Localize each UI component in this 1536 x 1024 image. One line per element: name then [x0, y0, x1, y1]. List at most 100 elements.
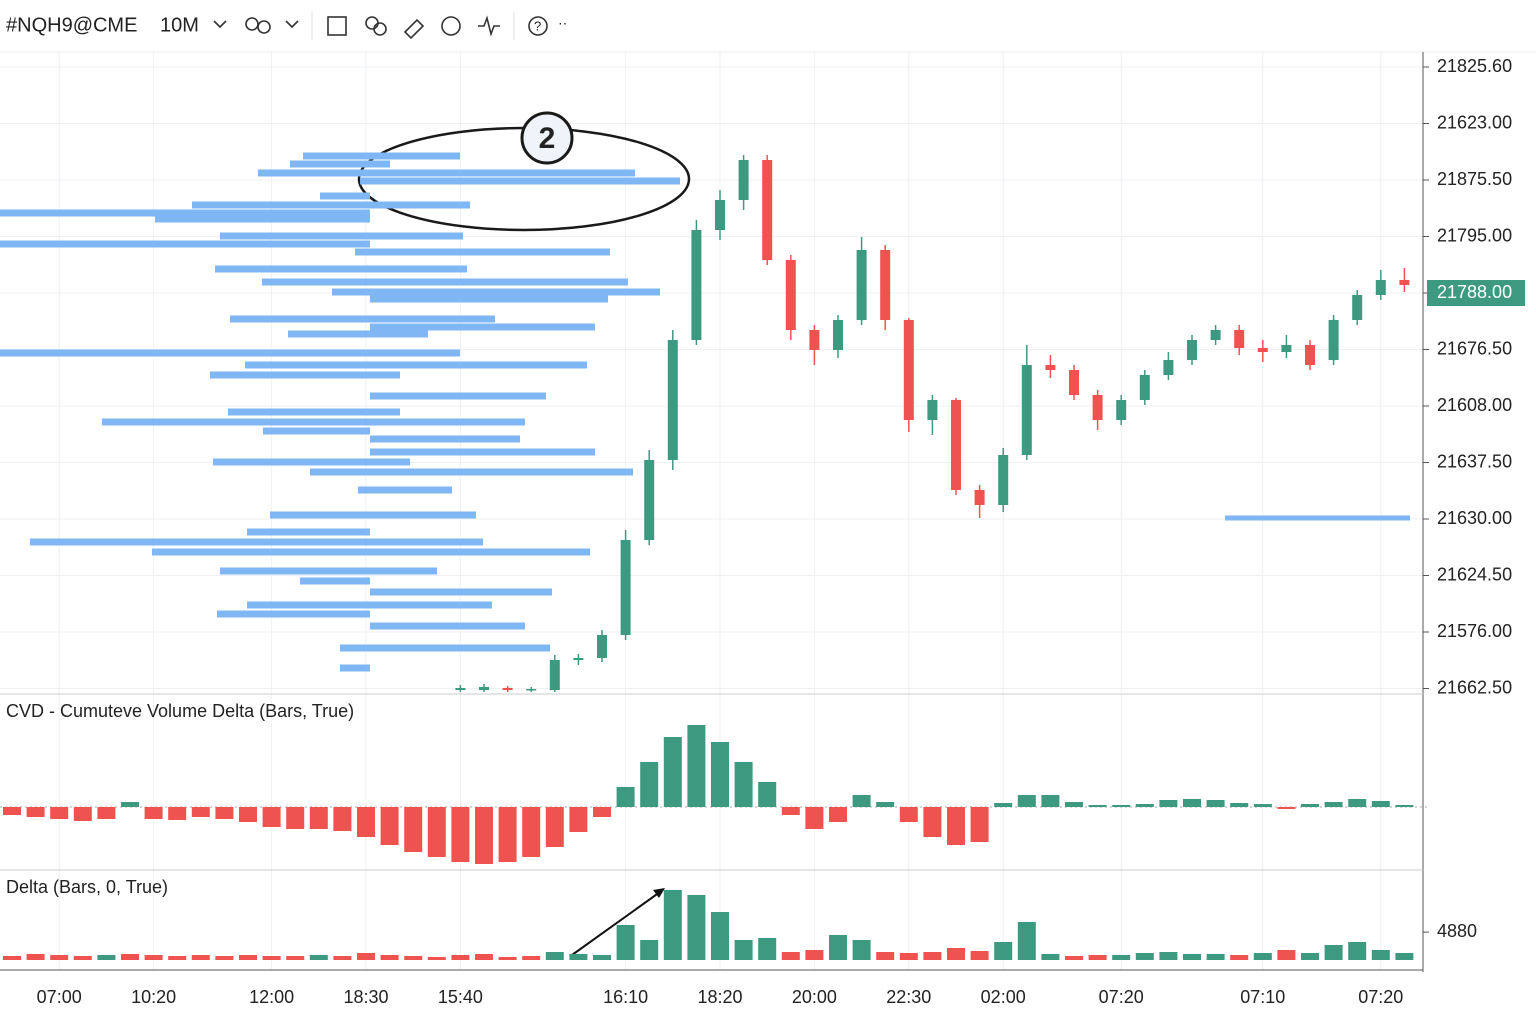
profile-buy	[370, 418, 525, 426]
profile-sell	[258, 169, 370, 177]
interval-dropdown[interactable]	[213, 20, 227, 29]
bar	[144, 955, 163, 960]
bar	[475, 807, 493, 864]
profile-sell	[247, 528, 370, 536]
candle-body	[1305, 345, 1315, 365]
candle-body	[1375, 280, 1386, 295]
profile-buy	[370, 278, 628, 286]
bar	[3, 807, 21, 815]
bar	[451, 955, 470, 960]
bar	[781, 807, 800, 815]
x-tick-label: 18:20	[697, 987, 742, 1007]
bar	[239, 807, 257, 822]
draw-icon[interactable]	[403, 18, 425, 40]
replay-icon[interactable]	[478, 15, 500, 37]
candle-body	[762, 160, 773, 260]
x-tick-label: 02:00	[981, 987, 1026, 1007]
price-label: 21662.50	[1437, 677, 1512, 697]
candle-body	[785, 260, 796, 330]
bar	[545, 807, 564, 847]
bar	[805, 950, 824, 960]
profile-sell	[262, 278, 370, 286]
candle-body	[549, 660, 560, 690]
profile-sell	[215, 265, 370, 273]
candle-body	[856, 250, 867, 320]
price-label: 21608.00	[1437, 395, 1512, 415]
indicators-icon[interactable]	[245, 17, 271, 34]
profile-sell	[340, 664, 370, 672]
compare-icon[interactable]	[365, 16, 387, 36]
candle-body	[667, 340, 678, 460]
candle-body	[1163, 360, 1174, 375]
bar	[876, 952, 895, 960]
candle-body	[573, 658, 584, 660]
bar	[663, 890, 682, 960]
bar	[215, 956, 234, 960]
layout-icon[interactable]	[327, 16, 347, 36]
profile-sell	[332, 288, 370, 296]
bar	[191, 807, 210, 817]
bar	[569, 807, 588, 832]
bar	[1230, 955, 1249, 960]
price-label: 21637.50	[1437, 451, 1512, 471]
symbol[interactable]: #NQH9@CME	[6, 14, 137, 36]
bar	[663, 737, 682, 807]
profile-buy	[370, 486, 452, 494]
profile-buy	[370, 323, 595, 331]
profile-buy	[370, 448, 595, 456]
bar	[1017, 922, 1036, 960]
bar	[215, 807, 234, 819]
candle-body	[1092, 395, 1103, 420]
candle-body	[1281, 345, 1292, 352]
bar	[734, 940, 753, 960]
candle-body	[691, 230, 702, 340]
interval[interactable]: 10M	[160, 14, 199, 36]
price-label: 21825.60	[1437, 56, 1512, 76]
candle-body	[1116, 400, 1127, 420]
bar	[191, 955, 210, 960]
bar	[50, 807, 69, 819]
profile-sell	[355, 248, 370, 256]
candle-body	[927, 400, 938, 420]
bar	[522, 956, 541, 960]
bar	[1183, 954, 1201, 960]
profile-sell	[152, 548, 370, 556]
bar	[1135, 804, 1154, 807]
bar	[1206, 954, 1225, 960]
bar	[947, 948, 965, 960]
candle-body	[1045, 365, 1056, 370]
more[interactable]: ··	[558, 15, 567, 31]
bar	[144, 807, 163, 819]
bar	[1230, 803, 1249, 807]
bar	[97, 955, 116, 960]
profile-sell	[290, 160, 370, 168]
profile-buy	[370, 588, 552, 596]
bar	[1065, 956, 1083, 960]
bar	[1183, 799, 1201, 807]
bar	[404, 956, 423, 960]
profile-buy	[370, 408, 400, 416]
indicators-dropdown[interactable]	[285, 20, 299, 29]
bar	[121, 802, 139, 807]
bar	[1253, 804, 1272, 807]
profile-buy	[370, 201, 470, 209]
bar	[616, 787, 635, 807]
candle-body	[903, 320, 914, 420]
profile-buy	[370, 315, 495, 323]
bar	[1041, 954, 1060, 960]
profile-sell	[303, 152, 370, 160]
profile-buy	[370, 538, 483, 546]
help-icon[interactable]	[528, 16, 548, 36]
settings-icon[interactable]	[441, 16, 461, 36]
help-mark: ?	[534, 18, 541, 33]
profile-sell	[0, 209, 370, 217]
profile-sell	[220, 567, 370, 575]
bar	[970, 807, 989, 842]
bar	[569, 954, 588, 960]
bar	[947, 807, 965, 845]
annotation-badge	[520, 111, 574, 165]
profile-buy	[370, 435, 520, 443]
profile-sell	[340, 644, 370, 652]
bar	[1159, 952, 1178, 960]
